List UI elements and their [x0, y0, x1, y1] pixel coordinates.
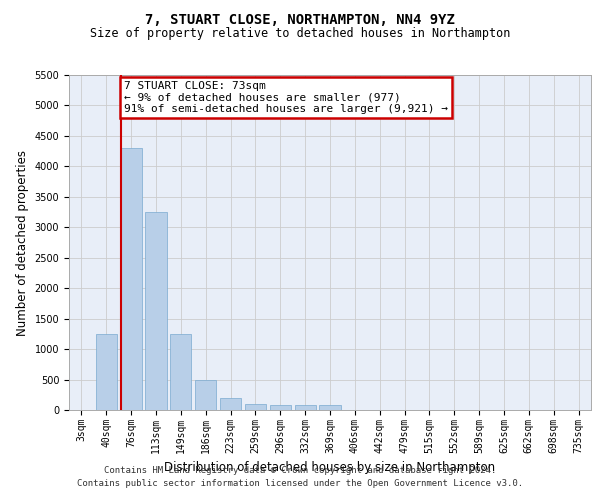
Bar [220, 398, 241, 410]
Text: 7, STUART CLOSE, NORTHAMPTON, NN4 9YZ: 7, STUART CLOSE, NORTHAMPTON, NN4 9YZ [145, 12, 455, 26]
Y-axis label: Number of detached properties: Number of detached properties [16, 150, 29, 336]
Bar [245, 404, 266, 410]
Bar [195, 380, 216, 410]
Text: Size of property relative to detached houses in Northampton: Size of property relative to detached ho… [90, 28, 510, 40]
Bar [96, 334, 117, 410]
Bar [270, 406, 291, 410]
Bar [145, 212, 167, 410]
Text: 7 STUART CLOSE: 73sqm
← 9% of detached houses are smaller (977)
91% of semi-deta: 7 STUART CLOSE: 73sqm ← 9% of detached h… [124, 81, 448, 114]
Bar [170, 334, 191, 410]
Bar [295, 406, 316, 410]
Text: Contains HM Land Registry data © Crown copyright and database right 2024.
Contai: Contains HM Land Registry data © Crown c… [77, 466, 523, 487]
X-axis label: Distribution of detached houses by size in Northampton: Distribution of detached houses by size … [164, 461, 496, 474]
Bar [319, 406, 341, 410]
Bar [121, 148, 142, 410]
